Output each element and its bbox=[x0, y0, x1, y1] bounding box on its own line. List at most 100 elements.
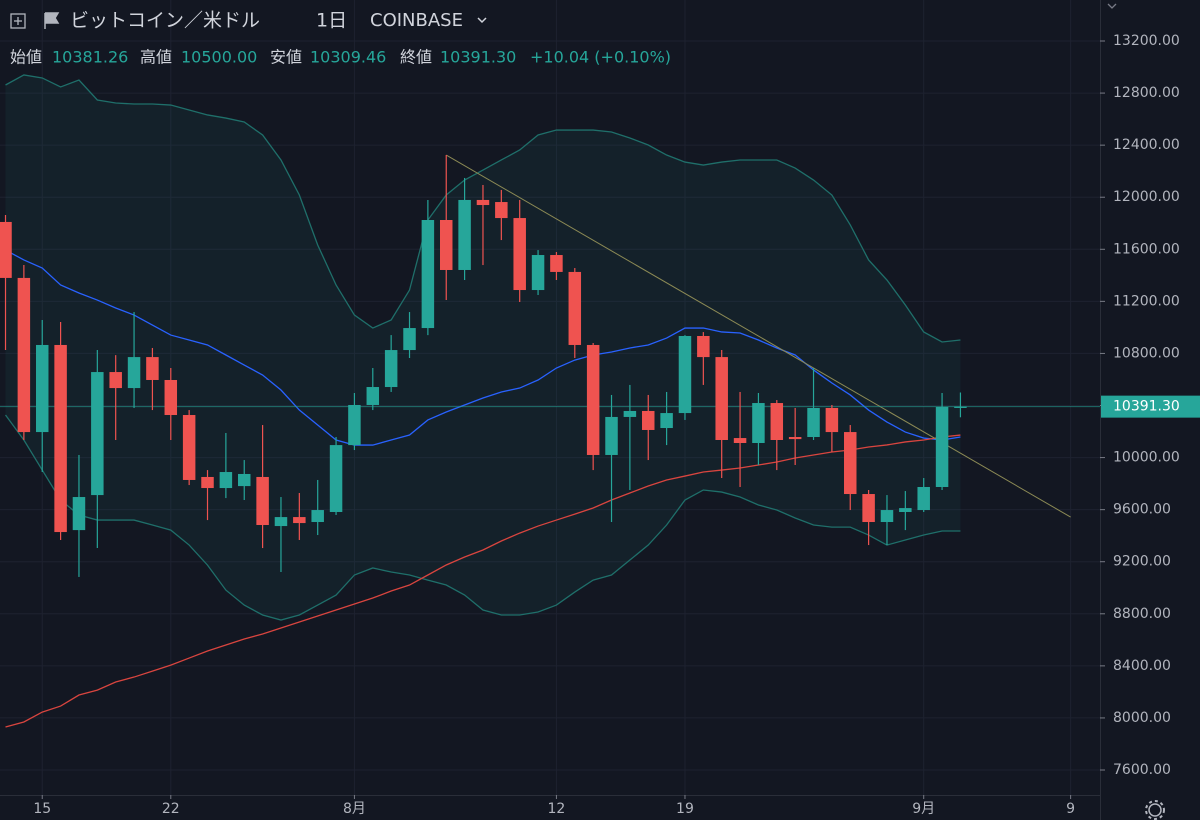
candle-body bbox=[348, 404, 361, 446]
candle-body bbox=[403, 328, 416, 351]
settings-icon[interactable] bbox=[1148, 803, 1162, 817]
candle-body bbox=[17, 277, 31, 433]
candle-body bbox=[715, 357, 728, 441]
symbol-title[interactable]: ビットコイン／米ドル bbox=[70, 10, 260, 32]
candle-body bbox=[0, 221, 12, 278]
exchange-chevron[interactable] bbox=[477, 17, 487, 24]
ohlc-value: 10381.26 bbox=[52, 48, 128, 67]
candle-body bbox=[495, 202, 508, 219]
candle-body bbox=[146, 357, 159, 380]
last-price-label: 10391.30 bbox=[1113, 399, 1180, 415]
candle-body bbox=[476, 199, 490, 206]
ohlc-value: 10309.46 bbox=[310, 48, 386, 67]
ohlc-value: 10391.30 bbox=[440, 48, 516, 67]
candle-body bbox=[311, 510, 324, 523]
header: ビットコイン／米ドル 1日 COINBASE bbox=[10, 3, 1117, 32]
candle-body bbox=[550, 255, 563, 272]
indicator-line bbox=[5, 249, 961, 446]
settings-icon[interactable] bbox=[1145, 800, 1165, 820]
candle-body bbox=[35, 344, 49, 433]
candle-body bbox=[605, 416, 618, 455]
candle-body bbox=[329, 445, 343, 512]
candle-body bbox=[458, 199, 471, 270]
candle-body bbox=[954, 406, 967, 408]
y-tick-label: 9600.00 bbox=[1113, 502, 1171, 518]
candle-body bbox=[586, 344, 600, 455]
axes: 7600.00 8000.00 8400.00 8800.00 9200.00 9600.… bbox=[33, 33, 1200, 817]
candle-body bbox=[642, 410, 655, 430]
interval[interactable]: 1日 bbox=[316, 10, 347, 32]
x-tick-label: 8月 bbox=[343, 801, 366, 817]
x-tick-label: 19 bbox=[676, 801, 694, 817]
candle-body bbox=[899, 508, 912, 512]
candle-body bbox=[109, 372, 122, 389]
indicator-line bbox=[5, 74, 961, 343]
y-tick-label: 10000.00 bbox=[1113, 450, 1180, 466]
last-price-tag bbox=[1101, 395, 1200, 418]
grid bbox=[0, 0, 1100, 795]
indicator-line bbox=[5, 434, 961, 728]
y-tick-label: 12000.00 bbox=[1113, 189, 1180, 205]
candle-body bbox=[531, 255, 545, 291]
collapse-icon[interactable] bbox=[1107, 3, 1117, 9]
candle-body bbox=[568, 271, 582, 345]
candle-body bbox=[54, 344, 67, 533]
ohlc-name: 始値 bbox=[10, 48, 42, 67]
ohlc-change: +10.04 (+0.10%) bbox=[530, 48, 671, 67]
y-tick-label: 8000.00 bbox=[1113, 710, 1171, 726]
candle-body bbox=[862, 494, 875, 523]
candle-body bbox=[807, 407, 820, 438]
candle-body bbox=[788, 437, 802, 440]
candle-body bbox=[366, 387, 380, 405]
candle-body bbox=[678, 335, 692, 414]
ohlc-name: 安値 bbox=[270, 48, 302, 67]
x-tick-label: 12 bbox=[548, 801, 566, 817]
candle-body bbox=[917, 486, 930, 511]
y-tick-label: 12800.00 bbox=[1113, 85, 1180, 101]
candle-body bbox=[256, 476, 269, 526]
candle-body bbox=[182, 415, 196, 480]
candle-body bbox=[274, 517, 288, 527]
candle-body bbox=[844, 432, 857, 495]
candle-body bbox=[660, 413, 673, 429]
candle-body bbox=[127, 357, 141, 389]
plot-area bbox=[0, 74, 1100, 728]
candle-body bbox=[237, 473, 251, 487]
y-tick-label: 11200.00 bbox=[1113, 293, 1180, 309]
candle-body bbox=[164, 379, 178, 416]
candle-body bbox=[697, 335, 710, 358]
settings-icon bbox=[1145, 800, 1165, 820]
candle-body bbox=[421, 220, 435, 329]
flag-icon[interactable] bbox=[44, 12, 60, 29]
y-tick-label: 10800.00 bbox=[1113, 345, 1180, 361]
y-tick-label: 8800.00 bbox=[1113, 606, 1171, 622]
y-tick-label: 9200.00 bbox=[1113, 554, 1171, 570]
candle-body bbox=[72, 497, 86, 531]
candle-body bbox=[201, 476, 214, 489]
candle-body bbox=[733, 438, 747, 443]
candle-body bbox=[623, 410, 637, 417]
trendline bbox=[445, 154, 1071, 518]
y-tick-label: 8400.00 bbox=[1113, 658, 1171, 674]
candle-body bbox=[91, 372, 104, 496]
candle-body bbox=[752, 403, 765, 443]
candle-body bbox=[293, 517, 306, 524]
candle-body bbox=[384, 350, 398, 388]
candle-body bbox=[825, 407, 839, 433]
indicator-line bbox=[4, 414, 961, 621]
candle-body bbox=[935, 406, 949, 487]
ohlc-name: 終値 bbox=[400, 48, 432, 67]
exchange[interactable]: COINBASE bbox=[370, 10, 463, 31]
x-tick-label: 22 bbox=[162, 801, 180, 817]
candle-body bbox=[440, 220, 453, 270]
x-tick-label: 15 bbox=[33, 801, 51, 817]
candle-body bbox=[880, 510, 894, 523]
y-tick-label: 12400.00 bbox=[1113, 137, 1180, 153]
add-icon[interactable] bbox=[10, 13, 26, 29]
candle-body bbox=[513, 218, 526, 291]
y-tick-label: 7600.00 bbox=[1113, 762, 1171, 778]
ohlc-legend: 始値 10381.26 高値 10500.00 安値 10309.46 終値 10391.30… bbox=[10, 48, 671, 67]
candle-body bbox=[770, 403, 784, 441]
